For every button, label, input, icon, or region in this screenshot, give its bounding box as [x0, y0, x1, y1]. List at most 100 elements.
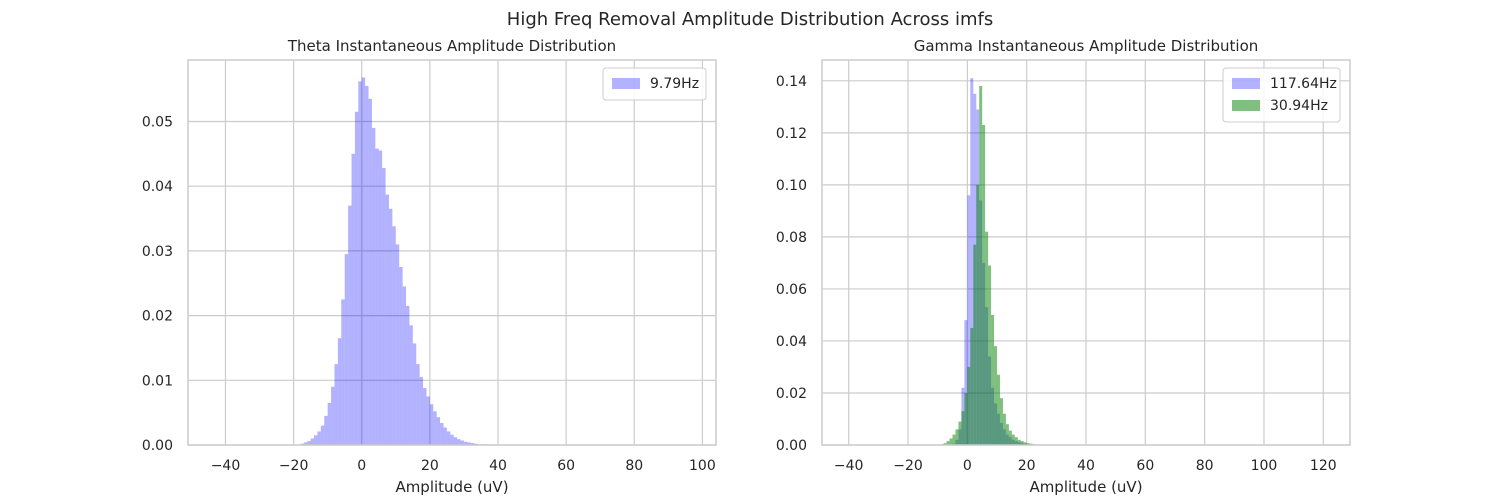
x-tick-label: 80	[1196, 458, 1214, 474]
histogram-bar	[354, 111, 359, 445]
histogram-bar	[463, 441, 468, 445]
histogram-bar	[1023, 442, 1027, 445]
histogram-bar	[999, 398, 1003, 445]
histogram-bar	[961, 411, 965, 445]
histogram-bar	[402, 286, 407, 445]
x-tick-label: 120	[1310, 458, 1337, 474]
histogram-bar	[436, 417, 441, 445]
histogram-bar	[1002, 413, 1006, 445]
histogram-bar	[988, 265, 992, 445]
x-tick-label: 40	[1077, 458, 1095, 474]
figure-suptitle: High Freq Removal Amplitude Distribution…	[507, 9, 993, 30]
histogram-bar	[967, 366, 971, 445]
histogram-bar	[443, 427, 447, 445]
histogram-bar	[967, 195, 971, 445]
x-tick-label: 60	[557, 458, 575, 474]
histogram-bar	[446, 431, 451, 445]
histogram-bar	[457, 439, 461, 445]
histogram-bar	[382, 168, 386, 445]
x-tick-label: 0	[357, 458, 366, 474]
x-tick-label: −40	[211, 458, 241, 474]
grid	[188, 60, 716, 446]
histogram-bar	[1011, 434, 1015, 445]
histogram-bar	[970, 78, 974, 445]
histogram-bar	[310, 438, 315, 445]
histogram-bar	[997, 374, 1000, 445]
legend-swatch	[612, 78, 640, 89]
histogram-bar	[406, 305, 410, 445]
histogram-bar	[307, 441, 311, 445]
legend-label: 30.94Hz	[1270, 98, 1328, 114]
histogram-bar	[467, 442, 471, 445]
histogram-bar	[952, 434, 956, 445]
histogram-bar	[973, 244, 977, 445]
x-tick-label: 80	[625, 458, 643, 474]
plot-area	[188, 60, 716, 445]
axes-frame	[821, 59, 1351, 446]
histogram-bar	[985, 231, 989, 445]
histogram-bar	[970, 327, 974, 445]
histogram-bar	[1017, 439, 1021, 445]
x-tick-label: 60	[1136, 458, 1154, 474]
histogram-bar	[385, 194, 389, 445]
histogram-bar	[450, 434, 454, 445]
histogram-bar	[348, 205, 352, 445]
series-30.94Hz	[940, 86, 1042, 445]
legend-label: 9.79Hz	[650, 76, 699, 92]
histogram-bar	[378, 150, 383, 445]
histogram-bar	[419, 377, 424, 445]
legend-swatch	[1232, 78, 1260, 89]
histogram-bar	[423, 388, 427, 445]
x-tick-label: 20	[421, 458, 439, 474]
y-tick-label: 0.04	[776, 334, 807, 350]
histogram-bar	[317, 431, 321, 445]
y-tick-label: 0.12	[776, 126, 807, 142]
histogram-bar	[412, 343, 417, 445]
legend: 117.64Hz 30.94Hz	[1222, 67, 1341, 123]
y-tick-label: 0.06	[776, 282, 807, 298]
histogram-bar	[460, 440, 464, 445]
legend-label: 117.64Hz	[1270, 76, 1337, 92]
histogram-bar	[964, 392, 968, 445]
x-tick-label: 40	[489, 458, 507, 474]
x-tick-label: −20	[893, 458, 923, 474]
y-tick-label: 0.04	[142, 179, 173, 195]
y-tick-label: 0.02	[142, 309, 173, 325]
x-tick-label: 100	[689, 458, 716, 474]
histogram-bar	[368, 98, 372, 445]
histogram-bar	[375, 148, 379, 445]
histogram-bar	[351, 153, 355, 445]
histogram-bar	[1014, 437, 1018, 445]
histogram-bar	[341, 299, 345, 445]
y-tick-label: 0.00	[142, 438, 173, 454]
histogram-bar	[958, 421, 962, 445]
y-tick-label: 0.10	[776, 178, 807, 194]
histogram-bar	[943, 443, 947, 445]
histogram-bar	[361, 77, 366, 446]
x-axis-label: Amplitude (uV)	[395, 478, 508, 496]
histogram-bar	[416, 364, 420, 445]
x-tick-label: −40	[834, 458, 864, 474]
legend-swatch	[1232, 100, 1260, 111]
histogram-bar	[358, 81, 362, 446]
y-tick-label: 0.14	[776, 74, 807, 90]
histogram-bar	[994, 346, 998, 445]
x-tick-label: −20	[279, 458, 309, 474]
histogram-bar	[344, 254, 349, 445]
histogram-bar	[470, 443, 475, 445]
chart-title: Gamma Instantaneous Amplitude Distributi…	[914, 37, 1259, 55]
histogram-bar	[426, 396, 430, 445]
histogram-bar	[964, 320, 968, 445]
histogram-bar	[388, 208, 393, 445]
x-tick-label: 100	[1251, 458, 1278, 474]
histogram-bar	[324, 415, 328, 445]
legend: 9.79Hz	[602, 67, 707, 101]
histogram-bar	[982, 125, 986, 445]
theta-chart: −40 −20 0 20 40 60 80 100 0.00 0.01 0.02 0.03 0.04 0.…	[142, 37, 717, 496]
histogram-bar	[320, 425, 325, 445]
histogram-bar	[1020, 441, 1024, 445]
histogram-bar	[395, 244, 400, 445]
y-tick-label: 0.08	[776, 230, 807, 246]
